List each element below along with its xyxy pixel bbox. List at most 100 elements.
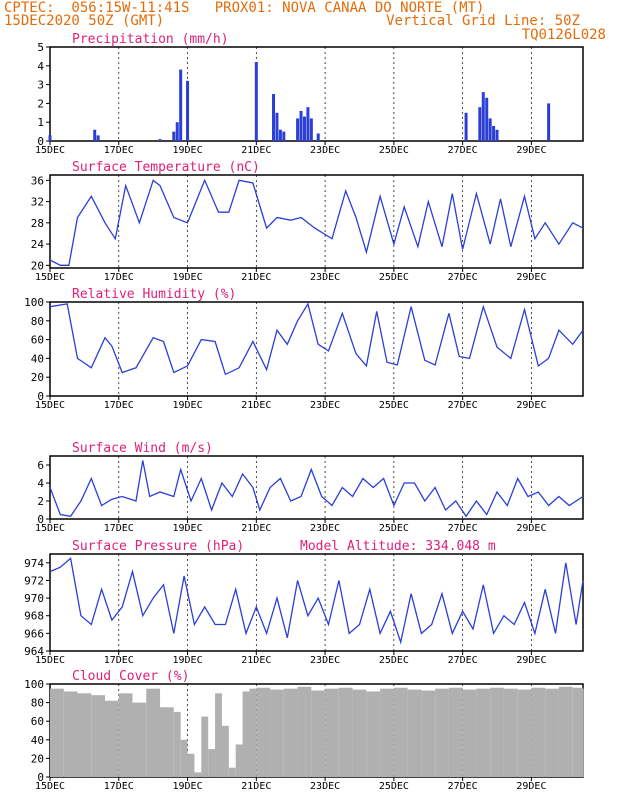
y-tick-label: 6 (37, 459, 44, 472)
precip-bar (495, 129, 499, 141)
series-line (49, 302, 584, 376)
y-tick-label: 974 (24, 557, 44, 570)
y-tick-label: 964 (24, 645, 44, 658)
cloud-bar (545, 688, 559, 777)
x-tick-label: 21DEC (241, 523, 271, 534)
cloud-bar (221, 725, 229, 777)
cloud-bar (91, 695, 106, 777)
cloud-bar (270, 689, 284, 777)
precip-bar (186, 80, 190, 141)
y-tick-label: 20 (31, 752, 44, 765)
precip-bar (492, 125, 496, 141)
panel-frame (49, 301, 584, 397)
cloud-bar (583, 688, 584, 777)
cloud-bar (77, 693, 92, 777)
series-line (49, 178, 584, 266)
cloud-bar (249, 688, 257, 777)
precip-bar (179, 69, 183, 141)
precip-bar (547, 103, 551, 141)
x-tick-label: 29DEC (516, 145, 546, 156)
panel-5: 15DEC 17DEC 19DEC 21DEC 23DEC 25DEC 27DEC 29DEC… (24, 669, 584, 792)
y-tick-label: 32 (31, 196, 44, 209)
cloud-bar (407, 689, 422, 777)
header-model-id: TQ0126L028 (521, 27, 606, 43)
precip-bar (282, 131, 286, 141)
y-tick-label: 80 (31, 315, 44, 328)
x-tick-label: 15DEC (35, 400, 65, 411)
panel-title: Precipitation (mm/h) (72, 32, 229, 47)
x-tick-label: 27DEC (448, 655, 478, 666)
header-line1: CPTEC: 056:15W-11:41S PROX01: NOVA CANAA… (4, 0, 485, 16)
x-tick-label: 23DEC (310, 145, 340, 156)
precip-bar (306, 107, 310, 141)
y-tick-label: 20 (31, 259, 44, 272)
cloud-bar (201, 716, 209, 777)
precip-bar (175, 122, 179, 141)
y-tick-label: 970 (24, 592, 44, 605)
y-tick-label: 36 (31, 174, 44, 187)
x-tick-label: 25DEC (379, 781, 409, 792)
cloud-bar (558, 686, 573, 777)
cloud-bar (235, 744, 243, 777)
x-tick-label: 23DEC (310, 400, 340, 411)
cloud-bar (242, 691, 250, 777)
precip-bar (254, 62, 258, 141)
x-tick-label: 17DEC (104, 272, 134, 283)
y-tick-label: 968 (24, 610, 44, 623)
precip-bar (172, 131, 176, 141)
y-tick-label: 972 (24, 574, 44, 587)
x-tick-label: 27DEC (448, 400, 478, 411)
precip-bar (316, 133, 320, 141)
x-tick-label: 19DEC (172, 400, 202, 411)
precip-bar (464, 112, 468, 141)
x-tick-label: 17DEC (104, 781, 134, 792)
precip-bar (96, 135, 100, 141)
cloud-bar (50, 688, 64, 777)
cloud-bar (448, 687, 463, 777)
cloud-bar (146, 688, 161, 777)
cloud-bar (531, 687, 546, 777)
cloud-bar (118, 693, 133, 777)
precip-bar (478, 107, 482, 141)
panel-title: Surface Pressure (hPa) (72, 539, 244, 554)
cloud-bar (256, 687, 271, 777)
precip-bar (309, 118, 313, 141)
x-tick-label: 27DEC (448, 272, 478, 283)
header-date: 15DEC2020 50Z (GMT) (4, 13, 165, 29)
y-tick-label: 5 (37, 41, 44, 54)
y-tick-label: 966 (24, 627, 44, 640)
x-tick-label: 23DEC (310, 272, 340, 283)
x-tick-label: 21DEC (241, 272, 271, 283)
x-tick-label: 17DEC (104, 145, 134, 156)
x-tick-label: 29DEC (516, 272, 546, 283)
cloud-bar (283, 688, 298, 777)
precip-bar (272, 94, 276, 141)
y-tick-label: 60 (31, 334, 44, 347)
cloud-bar (380, 688, 394, 777)
series-line (49, 460, 584, 518)
cloud-bar (517, 689, 532, 777)
panel-annotation: Model Altitude: 334.048 m (300, 539, 496, 554)
y-tick-label: 2 (37, 97, 44, 110)
x-tick-label: 15DEC (35, 781, 65, 792)
cloud-bar (352, 689, 367, 777)
panel-2: 15DEC 17DEC 19DEC 21DEC 23DEC 25DEC 27DEC 29DEC… (24, 287, 584, 411)
precip-bar (485, 97, 489, 141)
cloud-bar (208, 749, 216, 777)
panel-0: 15DEC 17DEC 19DEC 21DEC 23DEC 25DEC 27DEC 29DEC… (35, 32, 584, 156)
y-tick-label: 28 (31, 217, 44, 230)
cloud-bar (297, 686, 312, 777)
cloud-bar (187, 753, 195, 777)
x-tick-label: 29DEC (516, 781, 546, 792)
cloud-bar (180, 739, 188, 777)
x-tick-label: 19DEC (172, 523, 202, 534)
x-tick-label: 23DEC (310, 781, 340, 792)
x-tick-label: 17DEC (104, 655, 134, 666)
precip-bar (481, 92, 485, 141)
panel-3: 15DEC 17DEC 19DEC 21DEC 23DEC 25DEC 27DEC 29DEC… (35, 441, 584, 534)
y-tick-label: 1 (37, 116, 44, 129)
cloud-bar (462, 689, 477, 777)
y-tick-label: 40 (31, 352, 44, 365)
x-tick-label: 25DEC (379, 145, 409, 156)
y-tick-label: 100 (24, 296, 44, 309)
